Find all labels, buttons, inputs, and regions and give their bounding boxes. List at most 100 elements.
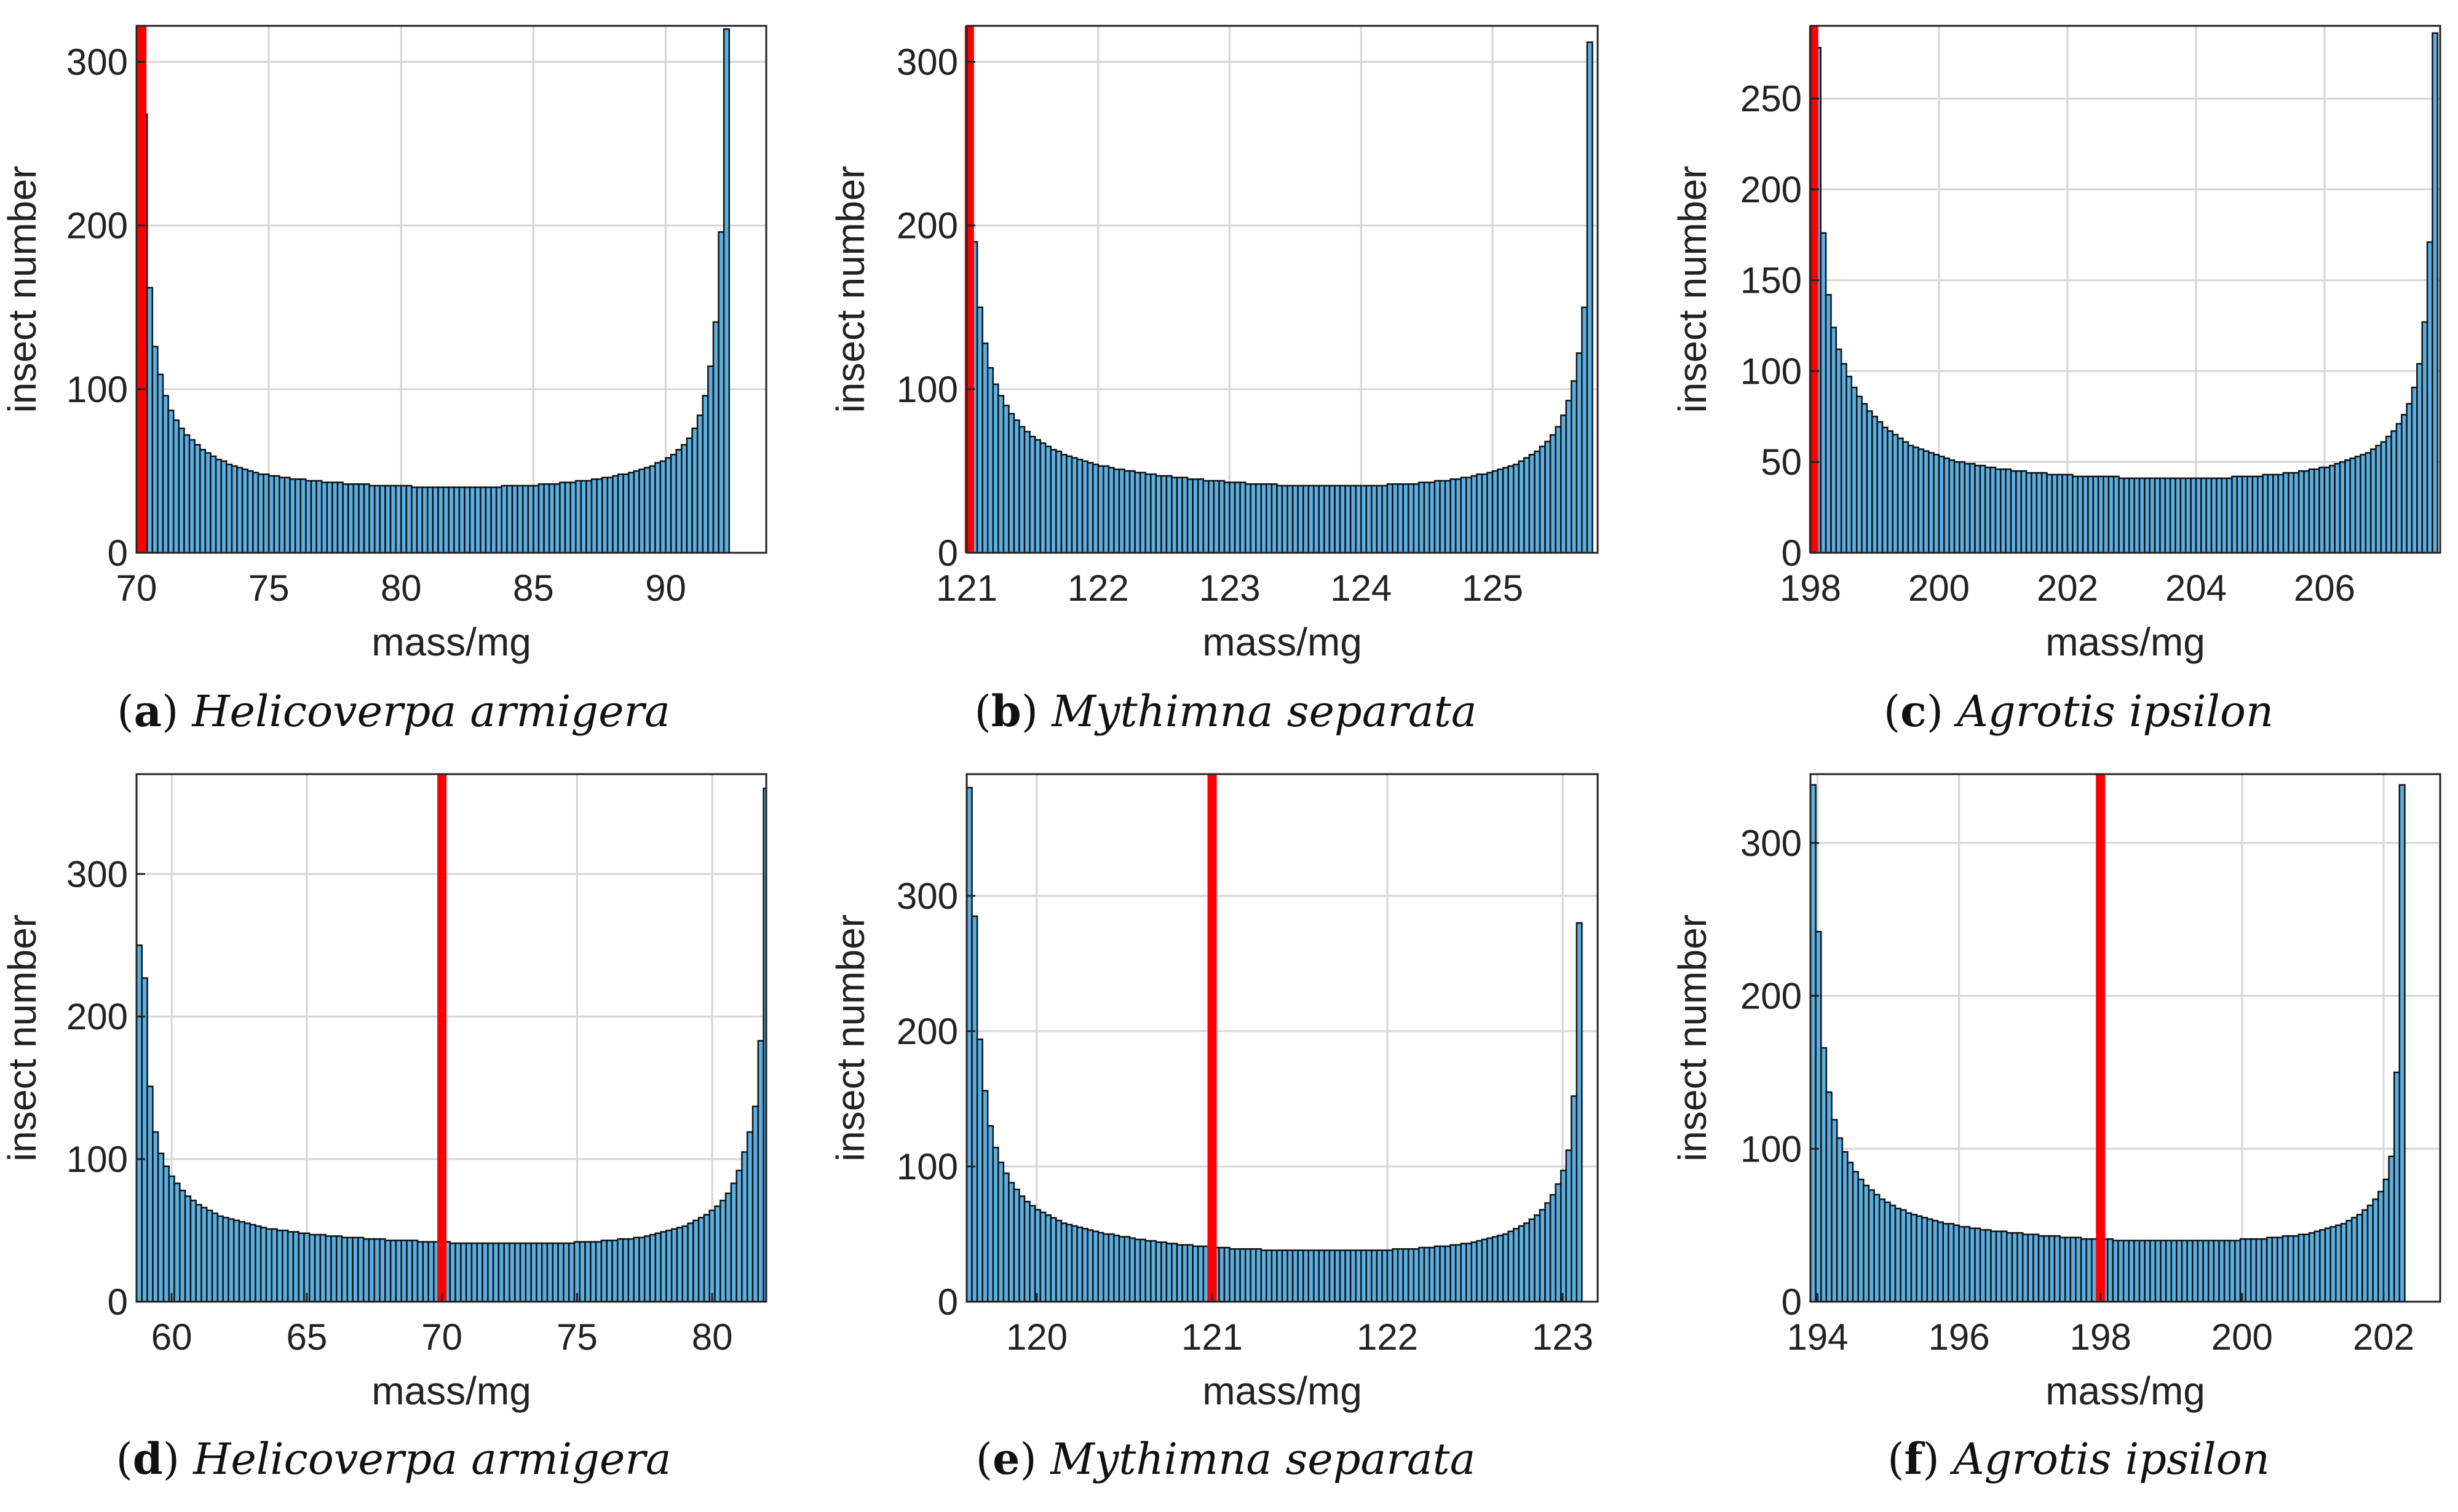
histogram-bar — [1318, 485, 1325, 554]
histogram-bar — [2154, 477, 2161, 554]
histogram-bar — [320, 481, 328, 554]
histogram-bar — [1318, 1249, 1325, 1303]
histogram-bar — [601, 477, 609, 554]
histogram-bar — [480, 486, 487, 554]
histogram-bar — [2266, 1237, 2273, 1303]
histogram-bar — [2170, 1240, 2178, 1303]
histogram-bar — [331, 481, 339, 554]
histogram-bar — [1144, 1240, 1152, 1303]
histogram-bar — [314, 1233, 322, 1303]
histogram-bar — [1087, 1229, 1094, 1303]
histogram-bar — [1250, 483, 1257, 554]
histogram-bar — [2426, 241, 2433, 554]
histogram-bar — [1076, 459, 1084, 554]
histogram-bar — [2401, 414, 2408, 554]
histogram-bar — [1291, 1249, 1299, 1303]
caption-letter: e — [993, 1433, 1020, 1484]
histogram-bar — [395, 485, 402, 554]
x-tick-label: 75 — [557, 1316, 598, 1358]
histogram-bar — [1286, 485, 1294, 554]
histogram-bar — [2250, 1238, 2258, 1303]
histogram-bar — [474, 486, 482, 554]
histogram-bar — [1953, 1224, 1960, 1303]
histogram-bar — [519, 1242, 527, 1303]
histogram-bar — [2118, 477, 2125, 554]
histogram-bar — [2380, 441, 2387, 554]
x-tick-label: 200 — [1908, 568, 1970, 609]
histogram-bar — [1239, 481, 1247, 554]
histogram-bar — [2144, 1240, 2151, 1303]
histogram-bar — [2340, 1222, 2347, 1303]
histogram-bar — [2282, 1235, 2289, 1303]
histogram-bar — [1181, 1244, 1189, 1303]
histogram-bar — [757, 1040, 764, 1303]
histogram-bar — [2369, 448, 2377, 554]
histogram-bar — [231, 465, 238, 554]
histogram-bar — [1948, 1222, 1955, 1303]
histogram-bar — [437, 486, 445, 554]
histogram-bar — [2175, 477, 2182, 554]
histogram-bar — [1092, 464, 1099, 554]
histogram-bar — [1234, 481, 1241, 554]
histogram-bar — [1171, 1243, 1178, 1303]
histogram-bar — [1023, 430, 1031, 554]
histogram-bar — [735, 1170, 743, 1303]
histogram-bar — [1002, 1172, 1010, 1303]
histogram-bar — [543, 483, 550, 554]
histogram-bar — [2255, 1238, 2262, 1303]
histogram-bar — [2006, 1232, 2013, 1303]
histogram-bar — [1013, 419, 1020, 554]
histogram-bar — [487, 1242, 494, 1303]
x-tick-label: 60 — [151, 1316, 192, 1358]
histogram-bar — [741, 1151, 748, 1303]
histogram-bar — [2366, 1205, 2374, 1303]
histogram-bar — [1413, 483, 1420, 554]
histogram-bar — [1397, 483, 1404, 554]
histogram-bar — [654, 1232, 662, 1303]
histogram-bar — [1139, 1238, 1146, 1303]
histogram-bar — [1307, 485, 1315, 554]
histogram-bar — [2272, 473, 2279, 554]
histogram-bar — [2046, 473, 2053, 554]
histogram-bar — [627, 1238, 635, 1303]
histogram-bar — [347, 483, 355, 554]
y-tick-label: 100 — [66, 369, 128, 410]
histogram-bar — [2082, 475, 2089, 554]
histogram-bar — [1995, 1230, 2002, 1303]
panel-caption: (f) Agrotis ipsilon — [1887, 1433, 2270, 1484]
histogram-bar — [1857, 1178, 1865, 1303]
histogram-bar — [236, 467, 244, 554]
histogram-bar — [1066, 455, 1073, 554]
x-tick-label: 80 — [381, 568, 422, 609]
histogram-bar — [1433, 480, 1441, 554]
histogram-bar — [1407, 1248, 1414, 1303]
histogram-bar — [244, 1222, 251, 1303]
histogram-bar — [2213, 1240, 2220, 1303]
x-tick-label: 206 — [2294, 568, 2355, 609]
histogram-bar — [325, 1235, 332, 1303]
histogram-bar — [1328, 485, 1336, 554]
histogram-bar — [1948, 459, 1956, 554]
histogram-bar — [971, 915, 978, 1303]
histogram-bar — [1963, 1225, 1971, 1303]
x-tick-label: 65 — [287, 1316, 328, 1358]
histogram-bar — [1002, 405, 1010, 554]
caption-species: Helicoverpa armigera — [192, 1434, 671, 1484]
x-tick-label: 121 — [936, 568, 997, 609]
histogram-bar — [1018, 425, 1026, 554]
histogram-bar — [1581, 306, 1588, 554]
histogram-bar — [1571, 1095, 1578, 1303]
histogram-bar — [252, 472, 260, 554]
histogram-bar — [1820, 232, 1827, 554]
histogram-bar — [2020, 470, 2028, 554]
histogram-bar — [2000, 468, 2007, 554]
histogram-bar — [686, 437, 693, 554]
histogram-bar — [453, 486, 461, 554]
histogram-bar — [638, 1237, 646, 1303]
histogram-bar — [2048, 1235, 2056, 1303]
histogram-bar — [458, 486, 466, 554]
histogram-bar — [1518, 460, 1525, 554]
histogram-bar — [1255, 483, 1263, 554]
histogram-bar — [2169, 477, 2176, 554]
histogram-bar — [568, 1242, 576, 1303]
